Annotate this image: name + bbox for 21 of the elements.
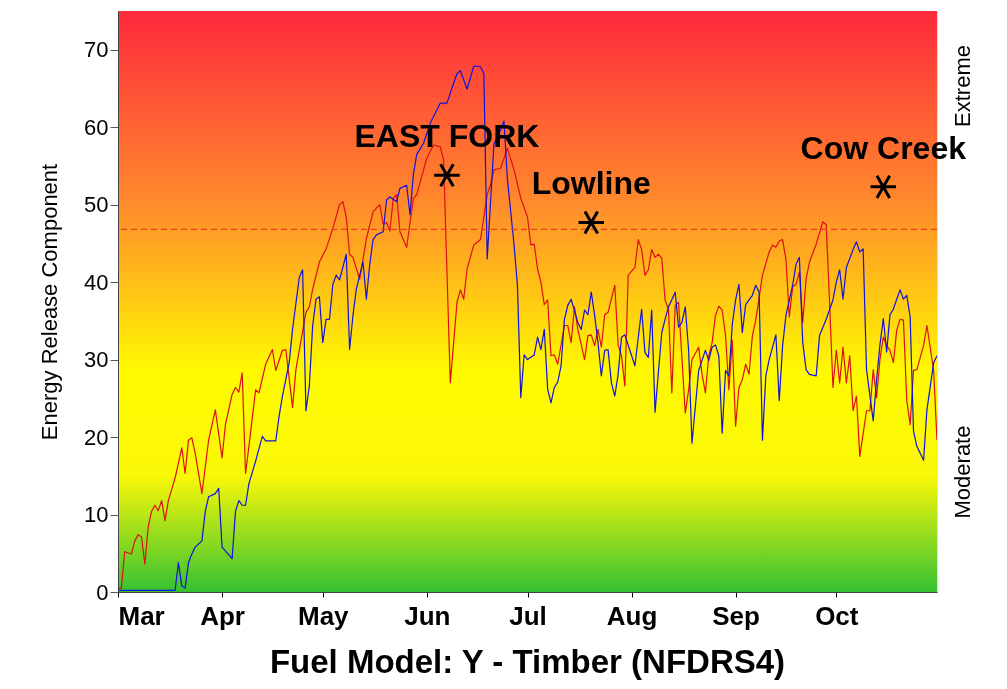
x-tick-label: Aug [606, 600, 658, 631]
y-tick-label: 40 [84, 269, 109, 295]
x-tick-label: Jun [404, 600, 451, 631]
y-tick-label: 50 [84, 192, 109, 218]
text: Fuel Model: Y - Timber (NFDRS4) [269, 643, 786, 680]
text: Moderate [950, 425, 975, 519]
x-tick-label: May [297, 600, 350, 631]
y-tick-label: 30 [84, 347, 109, 373]
y-tick-label: 10 [84, 502, 109, 528]
x-tick-label: Mar [118, 600, 165, 631]
y-tick-label: 20 [84, 424, 109, 450]
x-tick-label: Apr [200, 600, 245, 631]
x-tick-label: Jul [509, 600, 547, 631]
y-axis-title: Energy Release Component [37, 163, 63, 441]
x-tick-label: Oct [815, 600, 859, 631]
annotation: Lowline [531, 165, 651, 202]
x-tick-label: Sep [712, 600, 760, 631]
y-tick-label: 0 [96, 579, 109, 605]
text: Extreme [950, 45, 975, 127]
y-tick-label: 60 [84, 114, 109, 140]
y-tick-label: 70 [84, 37, 109, 63]
